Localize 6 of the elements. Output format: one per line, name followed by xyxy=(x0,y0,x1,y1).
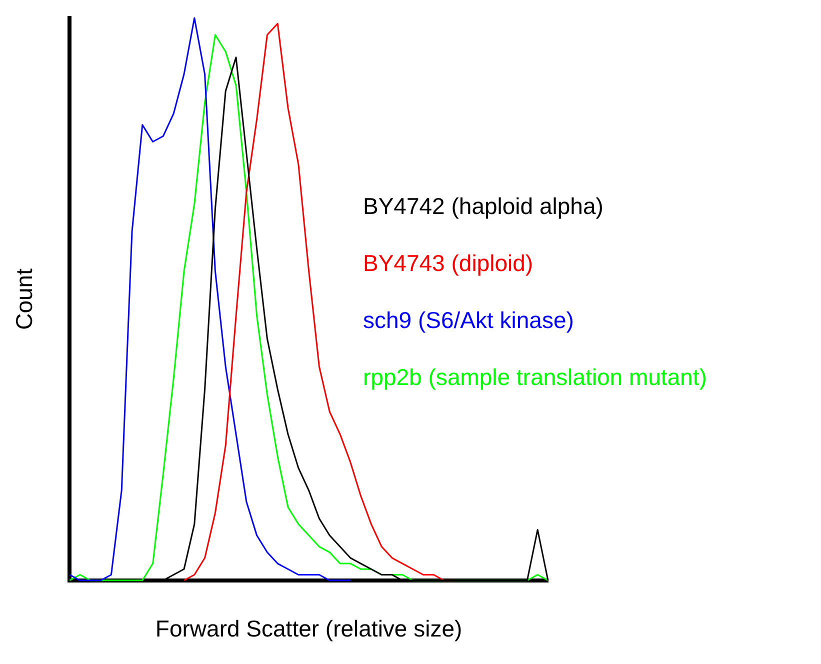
text: BY4742 (haploid alpha) xyxy=(363,192,604,221)
y-axis-title: Count xyxy=(11,268,38,330)
x-axis-title: Forward Scatter (relative size) xyxy=(155,616,462,642)
text: BY4743 (diploid) xyxy=(363,249,534,278)
text: sch9 (S6/Akt kinase) xyxy=(363,306,575,335)
text: rpp2b (sample translation mutant) xyxy=(363,363,707,392)
